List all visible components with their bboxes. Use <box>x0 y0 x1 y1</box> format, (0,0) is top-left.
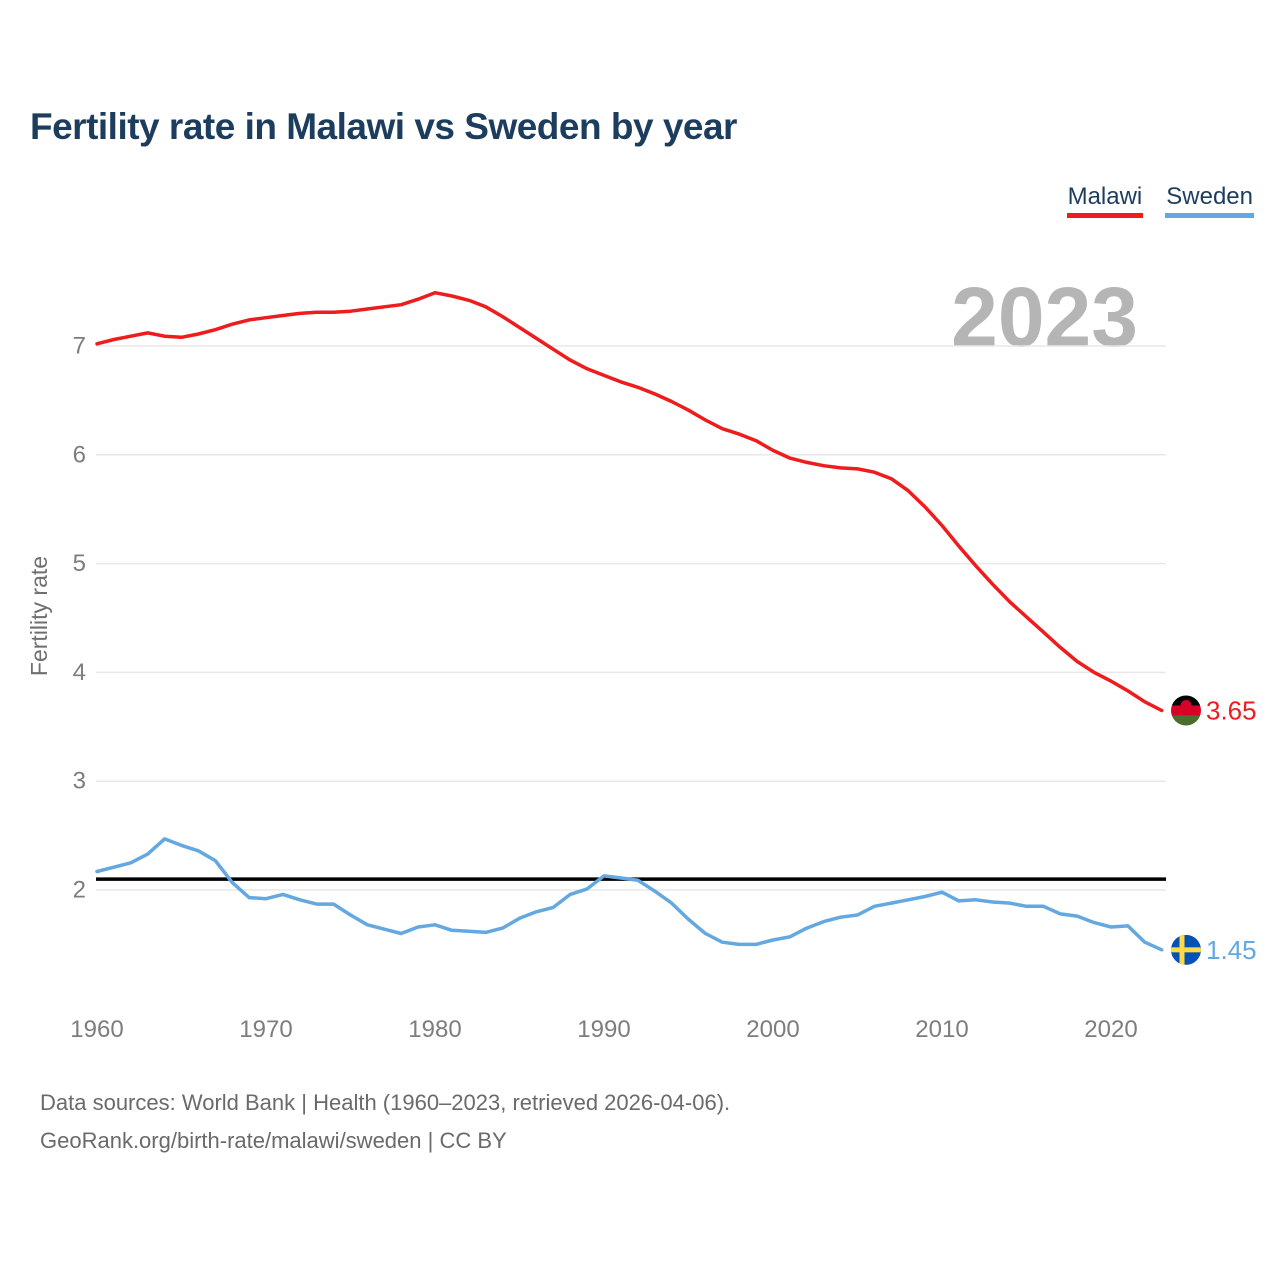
y-tick-label: 6 <box>73 441 86 468</box>
x-tick-label: 2010 <box>915 1016 968 1043</box>
y-tick-label: 2 <box>73 877 86 904</box>
y-tick-label: 7 <box>73 333 86 360</box>
legend: Malawi Sweden <box>1066 183 1254 218</box>
legend-item-label: Sweden <box>1166 183 1253 210</box>
sweden-line[interactable] <box>95 837 1164 952</box>
footer-source-line: Data sources: World Bank | Health (1960–… <box>40 1090 731 1115</box>
x-tick-label: 1960 <box>70 1016 123 1043</box>
y-tick-label: 4 <box>73 659 86 686</box>
x-tick-label: 1980 <box>408 1016 461 1043</box>
footer: Data sources: World Bank | Health (1960–… <box>40 1084 730 1160</box>
x-tick-label: 2020 <box>1084 1016 1137 1043</box>
sweden-flag-icon <box>1171 934 1201 965</box>
malawi-flag-icon <box>1171 695 1201 726</box>
y-axis-title: Fertility rate <box>26 556 52 676</box>
malawi-end-value: 3.65 <box>1206 695 1257 725</box>
y-tick-label: 3 <box>73 768 86 795</box>
legend-item-malawi[interactable]: Malawi <box>1066 183 1144 218</box>
malawi-line[interactable] <box>95 290 1164 713</box>
y-tick-label: 5 <box>73 550 86 577</box>
footer-attribution-line: GeoRank.org/birth-rate/malawi/sweden | C… <box>40 1128 507 1153</box>
watermark-year: 2023 <box>951 270 1138 364</box>
legend-color-swatch <box>1066 213 1144 218</box>
legend-item-label: Malawi <box>1067 183 1143 210</box>
x-tick-label: 1970 <box>239 1016 292 1043</box>
legend-item-sweden[interactable]: Sweden <box>1165 185 1254 218</box>
sweden-end-value: 1.45 <box>1206 935 1257 965</box>
x-tick-label: 1990 <box>577 1016 630 1043</box>
x-tick-label: 2000 <box>746 1016 799 1043</box>
legend-color-swatch <box>1165 213 1254 218</box>
page-title: Fertility rate in Malawi vs Sweden by ye… <box>30 106 737 147</box>
